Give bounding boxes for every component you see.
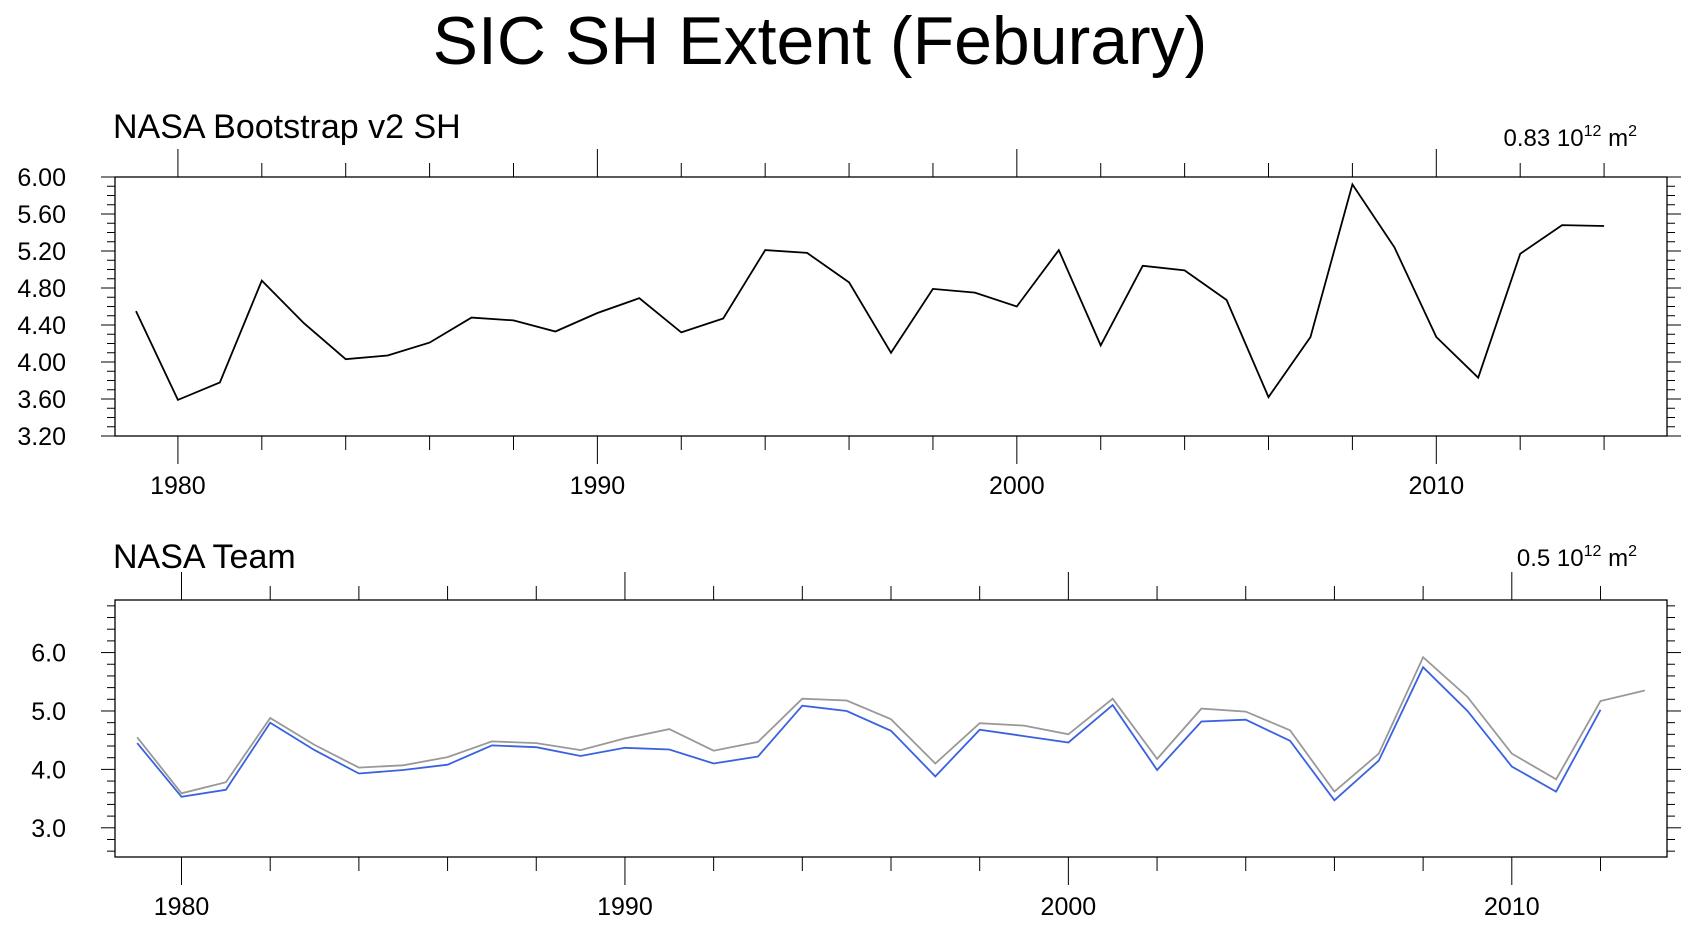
x-tick-label: 2010 <box>1408 472 1464 500</box>
y-tick-label: 3.20 <box>17 423 66 451</box>
y-tick-label: 6.00 <box>17 164 66 192</box>
panel-team-units: 0.5 1012 m2 <box>1517 543 1637 572</box>
y-tick-label: 5.20 <box>17 238 66 266</box>
y-tick-label: 6.0 <box>31 640 66 668</box>
units-unit: m <box>1608 545 1628 572</box>
panel-team-title: NASA Team <box>113 538 296 576</box>
panel-team-ticks <box>101 572 1681 885</box>
y-tick-label: 4.80 <box>17 275 66 303</box>
y-tick-label: 4.00 <box>17 349 66 377</box>
y-tick-label: 3.0 <box>31 815 66 843</box>
units-exponent: 12 <box>1584 543 1602 560</box>
panel-bootstrap-ticks <box>101 149 1681 464</box>
figure-title: SIC SH Extent (Feburary) <box>433 3 1208 79</box>
x-tick-label: 1990 <box>597 893 653 921</box>
x-tick-label: 2000 <box>989 472 1045 500</box>
panel-bootstrap: NASA Bootstrap v2 SH 0.83 1012 m2 1980 19… <box>17 108 1681 500</box>
panel-bootstrap-tick-labels: 1980 1990 2000 2010 3.20 3.60 4.00 4.40 4.80 5.20… <box>17 164 1464 500</box>
panel-bootstrap-series <box>135 182 1605 402</box>
panel-team-series <box>136 655 1646 802</box>
series-line-0 <box>135 182 1605 402</box>
x-tick-label: 1980 <box>150 472 206 500</box>
y-tick-label: 4.0 <box>31 756 66 784</box>
units-base: 10 <box>1557 125 1584 152</box>
x-tick-label: 2000 <box>1041 893 1097 921</box>
series-line-1 <box>136 665 1602 802</box>
units-unit: m <box>1608 125 1628 152</box>
y-tick-label: 3.60 <box>17 386 66 414</box>
units-exponent: 12 <box>1584 123 1602 140</box>
units-value: 0.83 <box>1504 125 1551 152</box>
x-tick-label: 2010 <box>1484 893 1540 921</box>
y-tick-label: 4.40 <box>17 312 66 340</box>
panel-bootstrap-plot-frame <box>114 176 1668 437</box>
units-base: 10 <box>1557 545 1584 572</box>
units-value: 0.5 <box>1517 545 1550 572</box>
panel-team-plot-frame <box>114 599 1668 858</box>
units-unit-exponent: 2 <box>1628 543 1637 560</box>
y-tick-label: 5.0 <box>31 698 66 726</box>
y-tick-label: 5.60 <box>17 201 66 229</box>
x-tick-label: 1980 <box>154 893 210 921</box>
x-tick-label: 1990 <box>570 472 626 500</box>
panel-bootstrap-title: NASA Bootstrap v2 SH <box>113 108 461 146</box>
series-line-0 <box>136 655 1646 795</box>
panel-bootstrap-units: 0.83 1012 m2 <box>1504 123 1638 152</box>
panel-team-tick-labels: 1980 1990 2000 2010 3.0 4.0 5.0 6.0 <box>31 640 1539 921</box>
units-unit-exponent: 2 <box>1628 123 1637 140</box>
panel-team: NASA Team 0.5 1012 m2 1980 1990 2000 2010 3.… <box>31 538 1681 921</box>
